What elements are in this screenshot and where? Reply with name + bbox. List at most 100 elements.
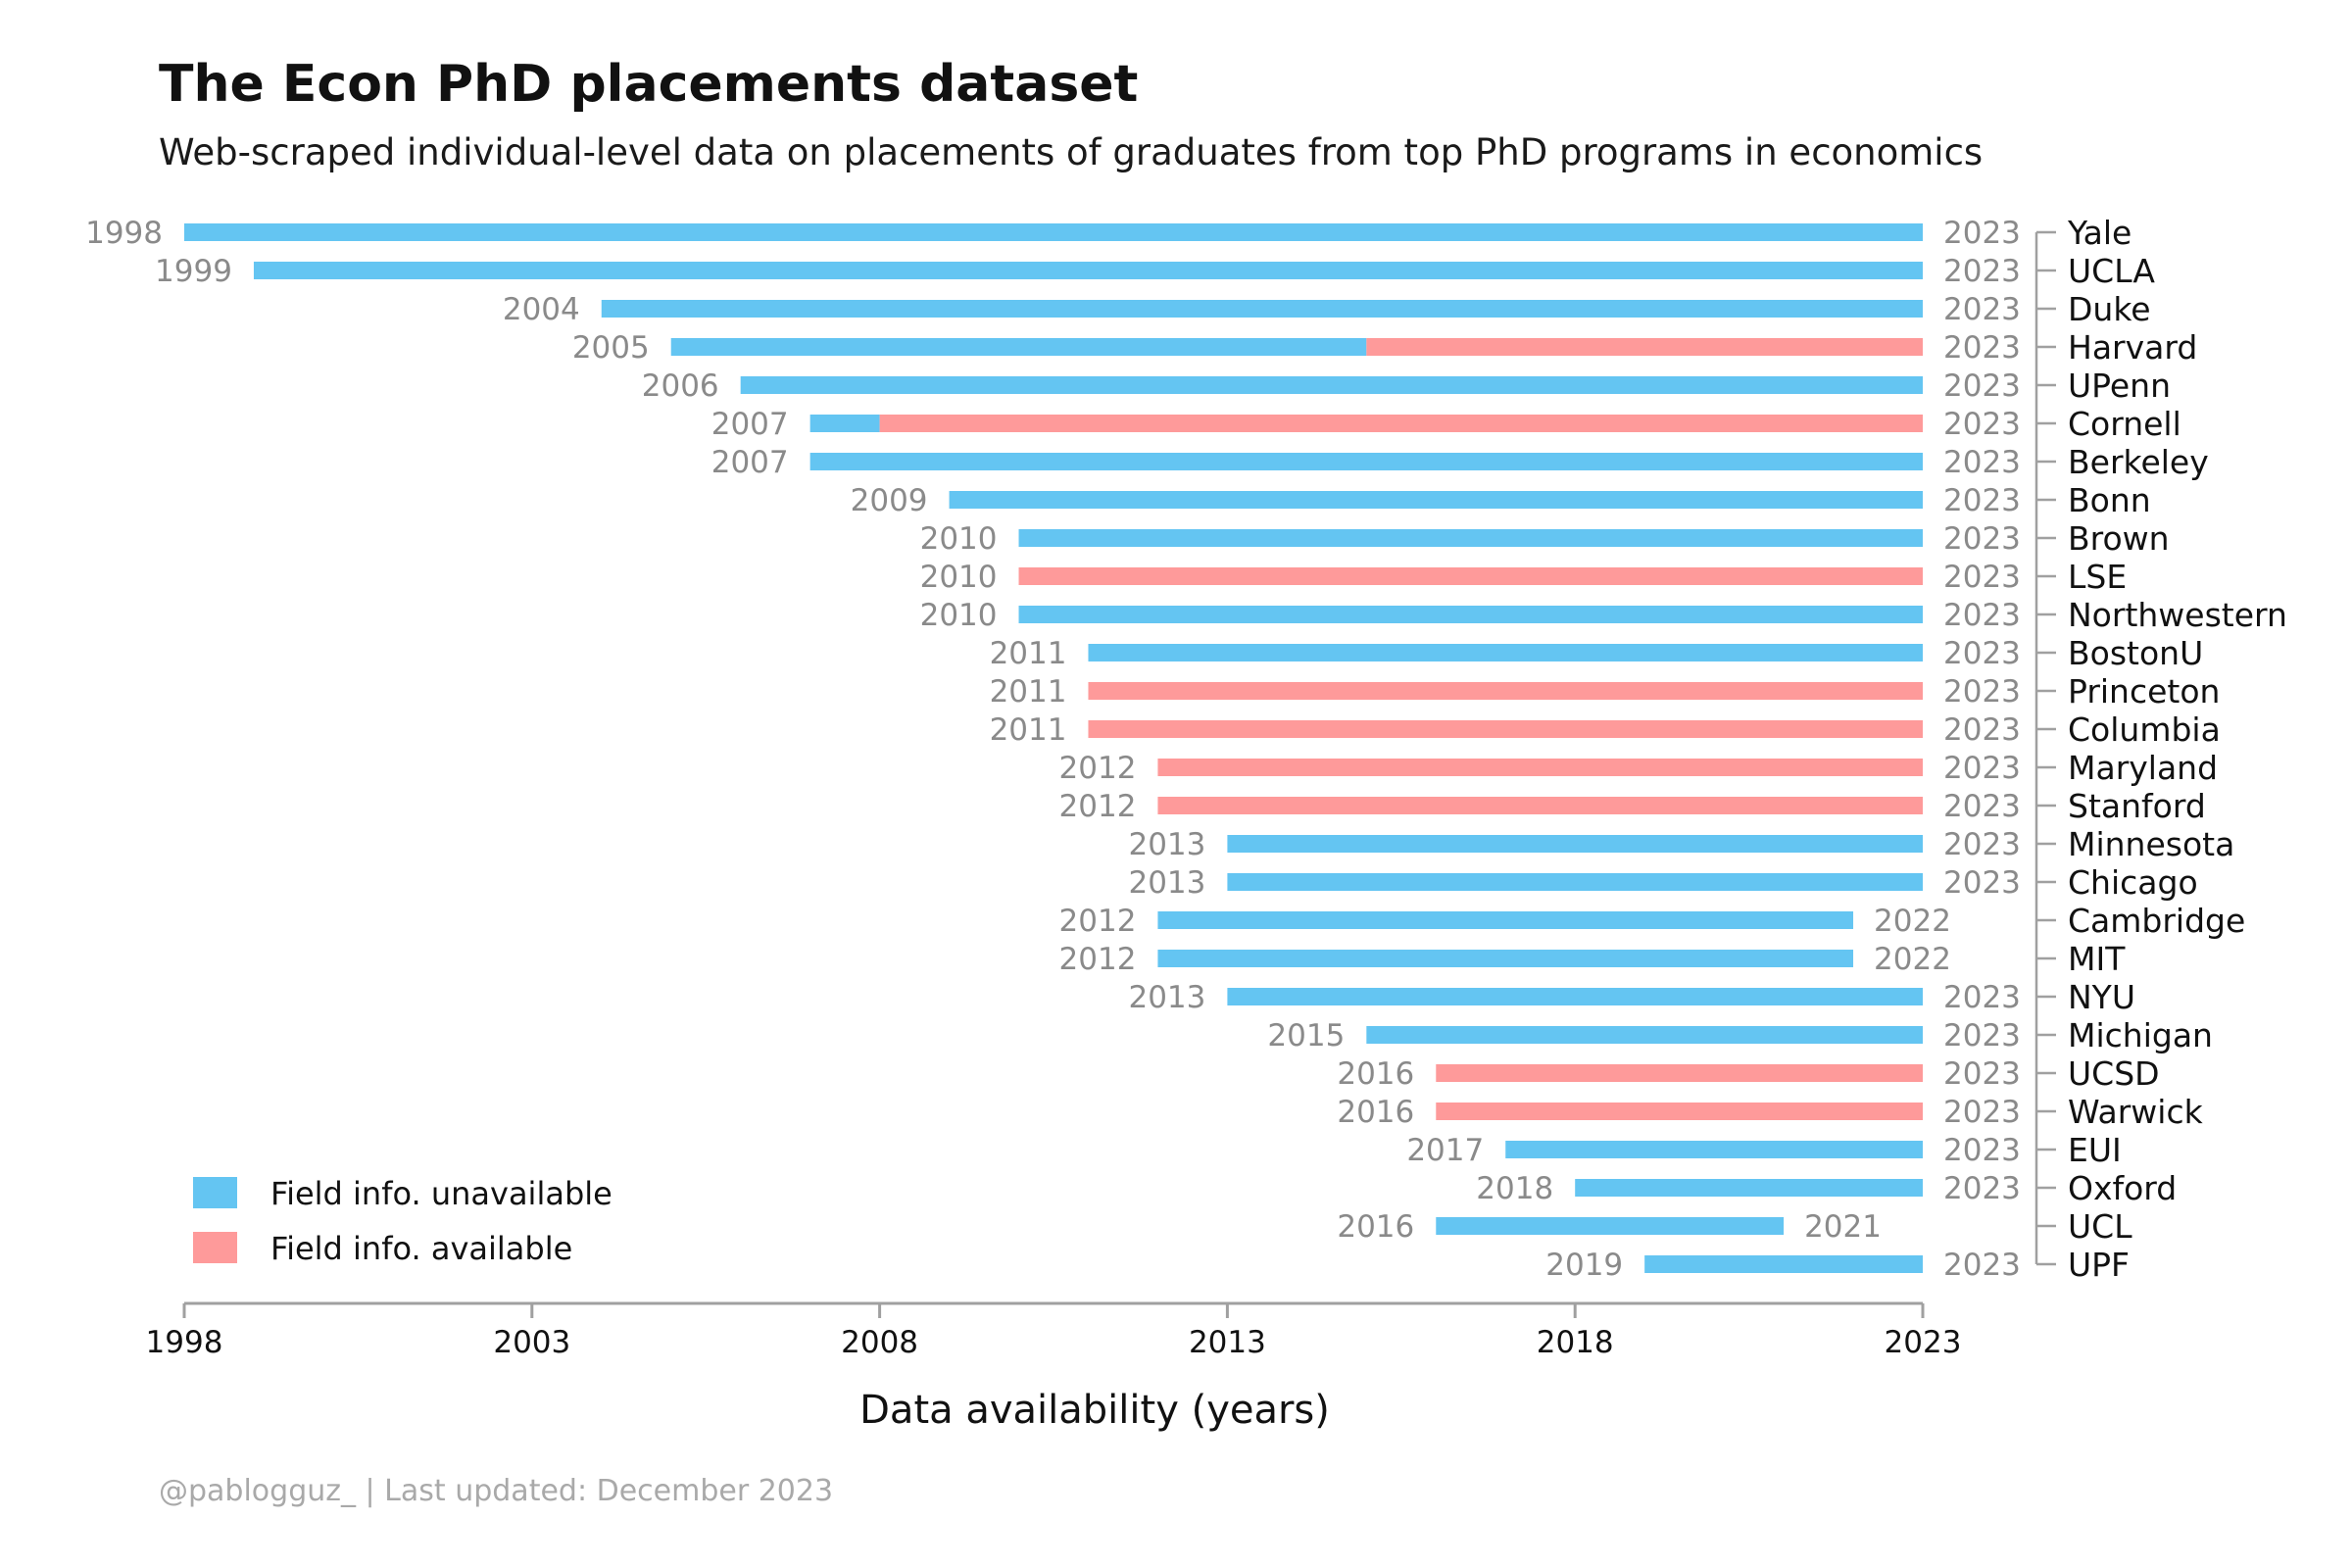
end-year-label: 2023 (1943, 292, 2021, 327)
start-year-label: 2009 (851, 483, 928, 518)
bar-segment-brown-0 (1018, 529, 1923, 547)
program-label-ucla: UCLA (2068, 252, 2155, 290)
bar-segment-ucsd-0 (1436, 1064, 1923, 1082)
program-label-ucsd: UCSD (2068, 1054, 2160, 1093)
x-tick-label: 2003 (493, 1325, 570, 1360)
end-year-label: 2023 (1943, 674, 2021, 710)
bar-segment-cornell-1 (879, 415, 1923, 432)
program-label-maryland: Maryland (2068, 749, 2218, 787)
bar-segment-bonn-0 (949, 491, 1923, 509)
labels-layer: 1998 2023 Yale 1999 2023 UCLA 2004 2023 Duke 2005… (85, 214, 2287, 1284)
bar-segment-maryland-0 (1157, 759, 1923, 776)
start-year-label: 2013 (1128, 827, 1205, 862)
end-year-label: 2021 (1804, 1209, 1882, 1245)
start-year-label: 2007 (711, 407, 789, 442)
end-year-label: 2023 (1943, 1248, 2021, 1283)
end-year-label: 2023 (1943, 1018, 2021, 1054)
end-year-label: 2022 (1874, 942, 1951, 977)
bar-segment-harvard-1 (1366, 338, 1923, 356)
program-label-stanford: Stanford (2068, 787, 2206, 825)
start-year-label: 2004 (503, 292, 580, 327)
start-year-label: 2012 (1059, 789, 1137, 824)
bar-segment-ucl-0 (1436, 1217, 1785, 1235)
program-label-berkeley: Berkeley (2068, 443, 2209, 481)
start-year-label: 2017 (1406, 1133, 1484, 1168)
bar-segment-stanford-0 (1157, 797, 1923, 814)
legend-label-unavailable: Field info. unavailable (270, 1175, 612, 1212)
end-year-label: 2023 (1943, 445, 2021, 480)
program-label-eui: EUI (2068, 1131, 2122, 1169)
end-year-label: 2023 (1943, 330, 2021, 366)
start-year-label: 2015 (1267, 1018, 1345, 1054)
chart-subtitle: Web-scraped individual-level data on pla… (159, 131, 1983, 173)
program-label-yale: Yale (2067, 214, 2132, 252)
start-year-label: 2005 (572, 330, 650, 366)
bar-segment-columbia-0 (1088, 720, 1923, 738)
end-year-label: 2023 (1943, 254, 2021, 289)
end-year-label: 2023 (1943, 980, 2021, 1015)
program-label-bonn: Bonn (2068, 481, 2151, 519)
program-label-warwick: Warwick (2068, 1093, 2204, 1131)
start-year-label: 2010 (920, 598, 998, 633)
program-label-nyu: NYU (2068, 978, 2135, 1016)
end-year-label: 2023 (1943, 789, 2021, 824)
x-tick-label: 2008 (841, 1325, 918, 1360)
start-year-label: 2012 (1059, 904, 1137, 939)
bar-segment-minnesota-0 (1227, 835, 1923, 853)
program-label-columbia: Columbia (2068, 710, 2221, 749)
bar-segment-princeton-0 (1088, 682, 1923, 700)
end-year-label: 2023 (1943, 1056, 2021, 1092)
end-year-label: 2023 (1943, 1133, 2021, 1168)
bar-segment-bostonu-0 (1088, 644, 1923, 662)
legend-swatch-unavailable (193, 1177, 237, 1208)
end-year-label: 2023 (1943, 368, 2021, 404)
bar-segment-duke-0 (601, 300, 1923, 318)
bar-segment-michigan-0 (1366, 1026, 1923, 1044)
program-bracket (2034, 230, 2056, 1266)
start-year-label: 2016 (1337, 1095, 1414, 1130)
start-year-label: 2016 (1337, 1056, 1414, 1092)
x-axis-title: Data availability (years) (859, 1388, 1330, 1433)
start-year-label: 2012 (1059, 942, 1137, 977)
start-year-label: 2011 (990, 674, 1067, 710)
end-year-label: 2023 (1943, 636, 2021, 671)
x-tick-label: 2023 (1885, 1325, 1962, 1360)
bar-segment-oxford-0 (1575, 1179, 1923, 1197)
start-year-label: 2010 (920, 521, 998, 557)
program-label-duke: Duke (2068, 290, 2151, 328)
bar-segment-harvard-0 (670, 338, 1367, 356)
start-year-label: 2011 (990, 636, 1067, 671)
program-label-brown: Brown (2068, 519, 2170, 558)
bar-segment-cornell-0 (809, 415, 880, 432)
start-year-label: 2007 (711, 445, 789, 480)
program-label-northwestern: Northwestern (2068, 596, 2287, 634)
start-year-label: 1999 (155, 254, 232, 289)
bar-segment-northwestern-0 (1018, 606, 1923, 623)
start-year-label: 2012 (1059, 751, 1137, 786)
end-year-label: 2022 (1874, 904, 1951, 939)
end-year-label: 2023 (1943, 712, 2021, 748)
bar-segment-mit-0 (1157, 950, 1854, 967)
program-label-mit: MIT (2068, 940, 2126, 978)
end-year-label: 2023 (1943, 751, 2021, 786)
legend-swatch-available (193, 1232, 237, 1263)
start-year-label: 2011 (990, 712, 1067, 748)
program-label-lse: LSE (2068, 558, 2127, 596)
program-label-cornell: Cornell (2068, 405, 2181, 443)
bar-segment-eui-0 (1505, 1141, 1923, 1158)
end-year-label: 2023 (1943, 1095, 2021, 1130)
end-year-label: 2023 (1943, 598, 2021, 633)
bar-segment-lse-0 (1018, 567, 1923, 585)
bar-segment-chicago-0 (1227, 873, 1923, 891)
program-label-harvard: Harvard (2068, 328, 2197, 367)
end-year-label: 2023 (1943, 521, 2021, 557)
x-tick-label: 2018 (1537, 1325, 1614, 1360)
bar-segment-upenn-0 (740, 376, 1924, 394)
program-label-upf: UPF (2068, 1246, 2130, 1284)
start-year-label: 2013 (1128, 980, 1205, 1015)
program-label-oxford: Oxford (2068, 1169, 2177, 1207)
program-label-chicago: Chicago (2068, 863, 2198, 902)
x-axis: 1998 2003 2008 2013 2018 2023 (146, 1301, 1962, 1360)
end-year-label: 2023 (1943, 560, 2021, 595)
